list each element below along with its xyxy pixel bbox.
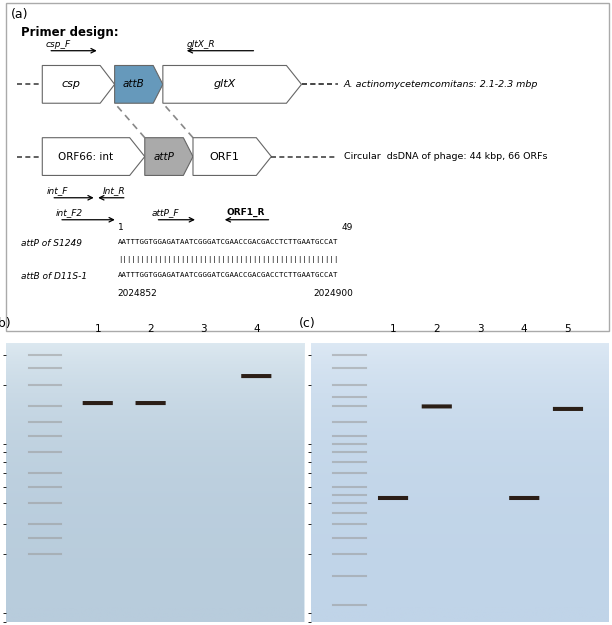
Text: 1: 1 [118,222,124,232]
Text: (b): (b) [0,316,12,329]
Text: attP: attP [154,152,174,162]
Text: ORF1: ORF1 [210,152,239,162]
Polygon shape [145,138,193,176]
Text: ORF66: int: ORF66: int [58,152,114,162]
Text: AATTTGGTGGAGATAATCGGGATCGAACCGACGACCTCTTGAATGCCAT: AATTTGGTGGAGATAATCGGGATCGAACCGACGACCTCTT… [118,239,338,246]
FancyBboxPatch shape [241,374,271,378]
Text: 3: 3 [477,324,484,334]
Text: int_F2: int_F2 [56,208,83,217]
Text: ORF1_R: ORF1_R [226,208,264,217]
Text: csp: csp [62,79,81,89]
Text: csp_F: csp_F [45,40,70,49]
Text: 2: 2 [147,324,154,334]
Text: |||||||||||||||||||||||||||||||||||||||||||||||||: ||||||||||||||||||||||||||||||||||||||||… [118,256,338,263]
FancyBboxPatch shape [6,3,609,331]
Polygon shape [42,66,114,103]
Text: 1: 1 [390,324,397,334]
Text: attP of S1249: attP of S1249 [21,239,82,249]
FancyBboxPatch shape [83,401,113,405]
Text: A. actinomycetemcomitans: 2.1-2.3 mbp: A. actinomycetemcomitans: 2.1-2.3 mbp [344,80,538,89]
Polygon shape [42,138,145,176]
Text: 49: 49 [341,222,353,232]
Text: 2024900: 2024900 [313,289,353,298]
Text: attP_F: attP_F [152,208,179,217]
Text: (a): (a) [11,8,28,21]
Text: 2: 2 [433,324,440,334]
FancyBboxPatch shape [378,496,408,500]
FancyBboxPatch shape [553,407,583,411]
Text: 4: 4 [521,324,528,334]
FancyBboxPatch shape [422,404,452,409]
Polygon shape [163,66,302,103]
Text: 4: 4 [253,324,259,334]
Text: 5: 5 [565,324,571,334]
Text: (c): (c) [299,316,315,329]
Polygon shape [193,138,271,176]
Text: Int_R: Int_R [103,186,125,195]
Text: Primer design:: Primer design: [21,26,119,39]
FancyBboxPatch shape [135,401,166,405]
Text: attB: attB [123,79,145,89]
FancyBboxPatch shape [509,496,539,500]
Text: 1: 1 [94,324,101,334]
Text: 2024852: 2024852 [118,289,157,298]
Text: Circular  dsDNA of phage: 44 kbp, 66 ORFs: Circular dsDNA of phage: 44 kbp, 66 ORFs [344,152,547,161]
Text: 3: 3 [200,324,207,334]
Text: gltX: gltX [214,79,236,89]
Text: attB of D11S-1: attB of D11S-1 [21,272,88,281]
Polygon shape [114,66,163,103]
Text: int_F: int_F [47,186,69,195]
Text: AATTTGGTGGAGATAATCGGGATCGAACCGACGACCTCTTGAATGCCAT: AATTTGGTGGAGATAATCGGGATCGAACCGACGACCTCTT… [118,272,338,278]
Text: gltX_R: gltX_R [187,40,215,49]
